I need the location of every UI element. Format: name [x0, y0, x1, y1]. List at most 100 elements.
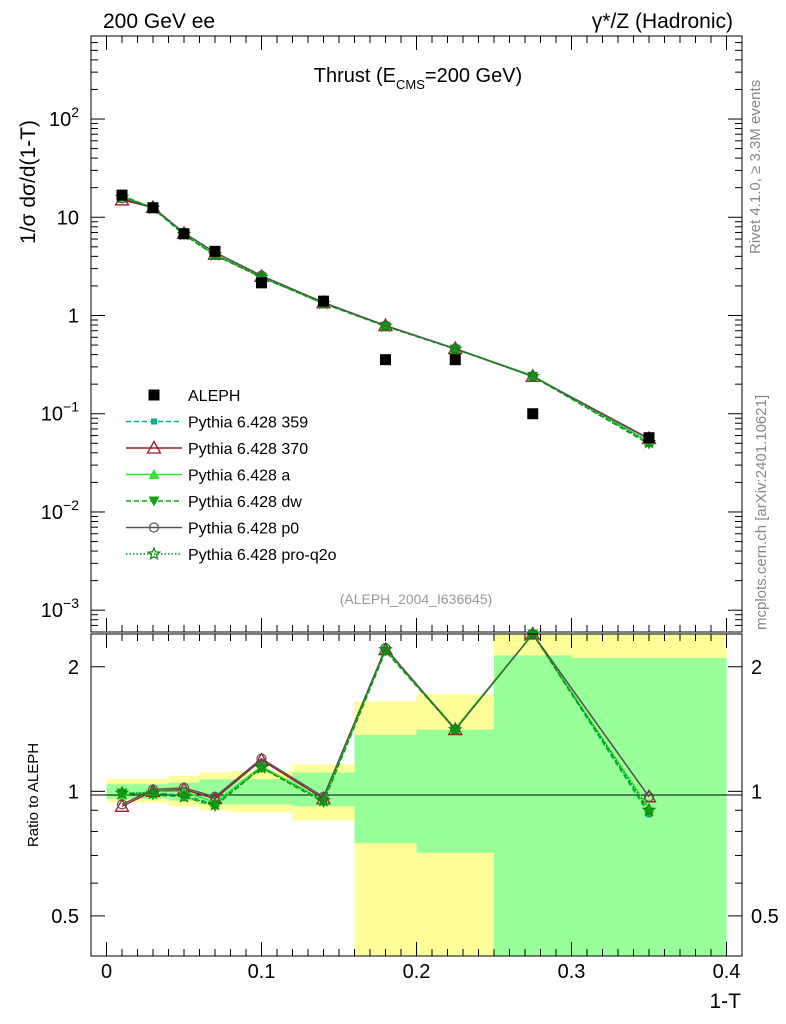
aleph-data-point — [209, 245, 221, 257]
x-tick-label: 0.3 — [558, 961, 586, 983]
main-y-tick-label-base: 10 — [41, 600, 63, 622]
ratio-y-tick-label-left: 0.5 — [51, 906, 79, 928]
ratio-series-group — [114, 626, 657, 818]
legend-marker — [148, 496, 160, 507]
ratio-band-green — [354, 734, 417, 844]
legend-marker — [151, 418, 157, 425]
aleph-data-point — [318, 295, 329, 307]
x-tick-label: 0.1 — [248, 961, 276, 983]
aleph-data-points — [116, 189, 655, 444]
main-y-tick-label: 10 — [57, 207, 79, 229]
ratio-series-point — [114, 798, 130, 812]
ratio-y-tick-label-left: 1 — [68, 781, 79, 803]
aleph-data-point — [643, 432, 655, 444]
ratio-plot-panel: 0.5 0.51 12 2 0 0.1 0.2 0.3 0.4 Ratio to ALEPH … — [25, 626, 779, 1013]
main-y-tick-label: 10−2 — [41, 497, 79, 524]
main-title: Thrust (ECMS=200 GeV) — [314, 65, 522, 92]
header-left-label: 200 GeV ee — [103, 10, 215, 33]
legend-label: Pythia 6.428 a — [188, 468, 290, 485]
main-series-point — [378, 318, 393, 333]
main-y-tick-label: 10−3 — [41, 595, 79, 622]
legend-label: Pythia 6.428 dw — [188, 494, 302, 511]
aleph-data-point — [380, 354, 391, 366]
ratio-y-tick-labels: 0.5 0.5 1 1 2 2 — [51, 657, 779, 928]
ratio-series-point — [147, 784, 159, 795]
ratio-series-point — [207, 796, 223, 811]
mcplots-label: mcplots.cern.ch [arXiv:2401.10621] — [753, 395, 770, 630]
main-axis-ticks — [91, 35, 742, 633]
main-series-line — [121, 196, 650, 444]
ratio-series-point — [318, 791, 329, 802]
legend-marker — [146, 546, 162, 561]
rivet-version-label: Rivet 4.1.0, ≥ 3.3M events — [747, 80, 764, 254]
ratio-series-point — [176, 789, 192, 803]
ratio-series-point — [209, 791, 221, 802]
main-watermark: (ALEPH_2004_I636645) — [340, 591, 493, 607]
x-axis-label: 1-T — [710, 990, 742, 1013]
ratio-y-axis-label: Ratio to ALEPH — [25, 743, 42, 847]
legend-marker — [148, 522, 160, 533]
ratio-y-tick-label-right: 1 — [751, 781, 762, 803]
legend-entry-aleph: ALEPH — [148, 388, 240, 405]
legend-marker — [148, 389, 160, 401]
legend-marker — [146, 440, 162, 454]
aleph-data-point — [449, 354, 461, 366]
legend-entry: Pythia 6.428 dw — [126, 494, 302, 511]
main-y-tick-label-exp: −1 — [63, 399, 79, 415]
legend-label: ALEPH — [188, 388, 240, 405]
ratio-series-point — [378, 642, 393, 656]
main-series-point — [447, 341, 463, 356]
legend: ALEPH Pythia 6.428 359 Pythia 6.428 370 Pyt… — [126, 388, 337, 564]
main-y-tick-label-exp: 2 — [71, 104, 79, 120]
ratio-series-point — [641, 802, 657, 817]
main-series-group — [114, 189, 657, 450]
main-y-axis-label: 1/σ dσ/d(1-T) — [17, 120, 40, 244]
ratio-series-point — [114, 785, 130, 800]
main-y-tick-label-base: 10 — [41, 502, 63, 524]
aleph-data-point — [147, 202, 159, 214]
ratio-series-point — [116, 799, 128, 810]
main-y-tick-label-exp: −2 — [63, 497, 79, 513]
ratio-series-point — [254, 760, 269, 774]
legend-entry: Pythia 6.428 p0 — [126, 521, 299, 538]
header-right-label: γ*/Z (Hadronic) — [592, 10, 733, 33]
ratio-band-green — [494, 655, 572, 956]
main-title-sub: CMS — [396, 77, 425, 92]
ratio-axis-ticks — [91, 634, 742, 957]
legend-label: Pythia 6.428 370 — [188, 441, 308, 458]
ratio-series-point — [145, 785, 161, 800]
main-y-tick-label-base: 1 — [68, 305, 79, 327]
main-y-tick-label: 102 — [49, 104, 79, 131]
aleph-data-point — [527, 408, 539, 420]
aleph-data-point — [116, 189, 128, 201]
legend-entry: Pythia 6.428 a — [126, 468, 290, 485]
legend-entry: Pythia 6.428 359 — [126, 415, 308, 432]
ratio-y-tick-label-right: 2 — [751, 657, 762, 679]
main-series-point — [525, 368, 541, 383]
legend-entry: Pythia 6.428 370 — [126, 440, 308, 458]
ratio-y-tick-label-left: 2 — [68, 657, 79, 679]
legend-entry: Pythia 6.428 pro-q2o — [126, 546, 337, 564]
legend-label: Pythia 6.428 359 — [188, 415, 308, 432]
main-y-tick-label-base: 10 — [49, 109, 71, 131]
main-title-part1: Thrust (E — [314, 65, 396, 87]
main-y-tick-label-exp: −3 — [63, 595, 79, 611]
legend-label: Pythia 6.428 p0 — [188, 521, 299, 538]
ratio-series-point — [316, 792, 331, 807]
x-tick-label: 0 — [101, 961, 112, 983]
ratio-series-point — [643, 791, 655, 802]
aleph-data-point — [178, 228, 190, 240]
x-tick-label: 0.2 — [403, 961, 431, 983]
main-title-part2: =200 GeV) — [425, 65, 522, 87]
x-tick-label: 0.4 — [713, 961, 741, 983]
main-y-tick-label: 10−1 — [41, 399, 79, 426]
aleph-data-point — [256, 277, 267, 289]
main-y-tick-label-base: 10 — [41, 404, 63, 426]
ratio-band-green — [416, 729, 494, 853]
x-tick-labels: 0 0.1 0.2 0.3 0.4 — [101, 961, 740, 983]
main-y-tick-label-base: 10 — [57, 207, 79, 229]
ratio-series-point — [525, 626, 541, 641]
